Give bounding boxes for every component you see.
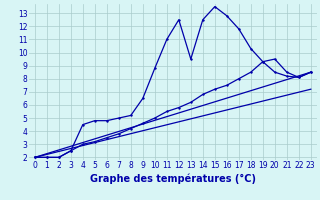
X-axis label: Graphe des températures (°C): Graphe des températures (°C) bbox=[90, 173, 256, 184]
